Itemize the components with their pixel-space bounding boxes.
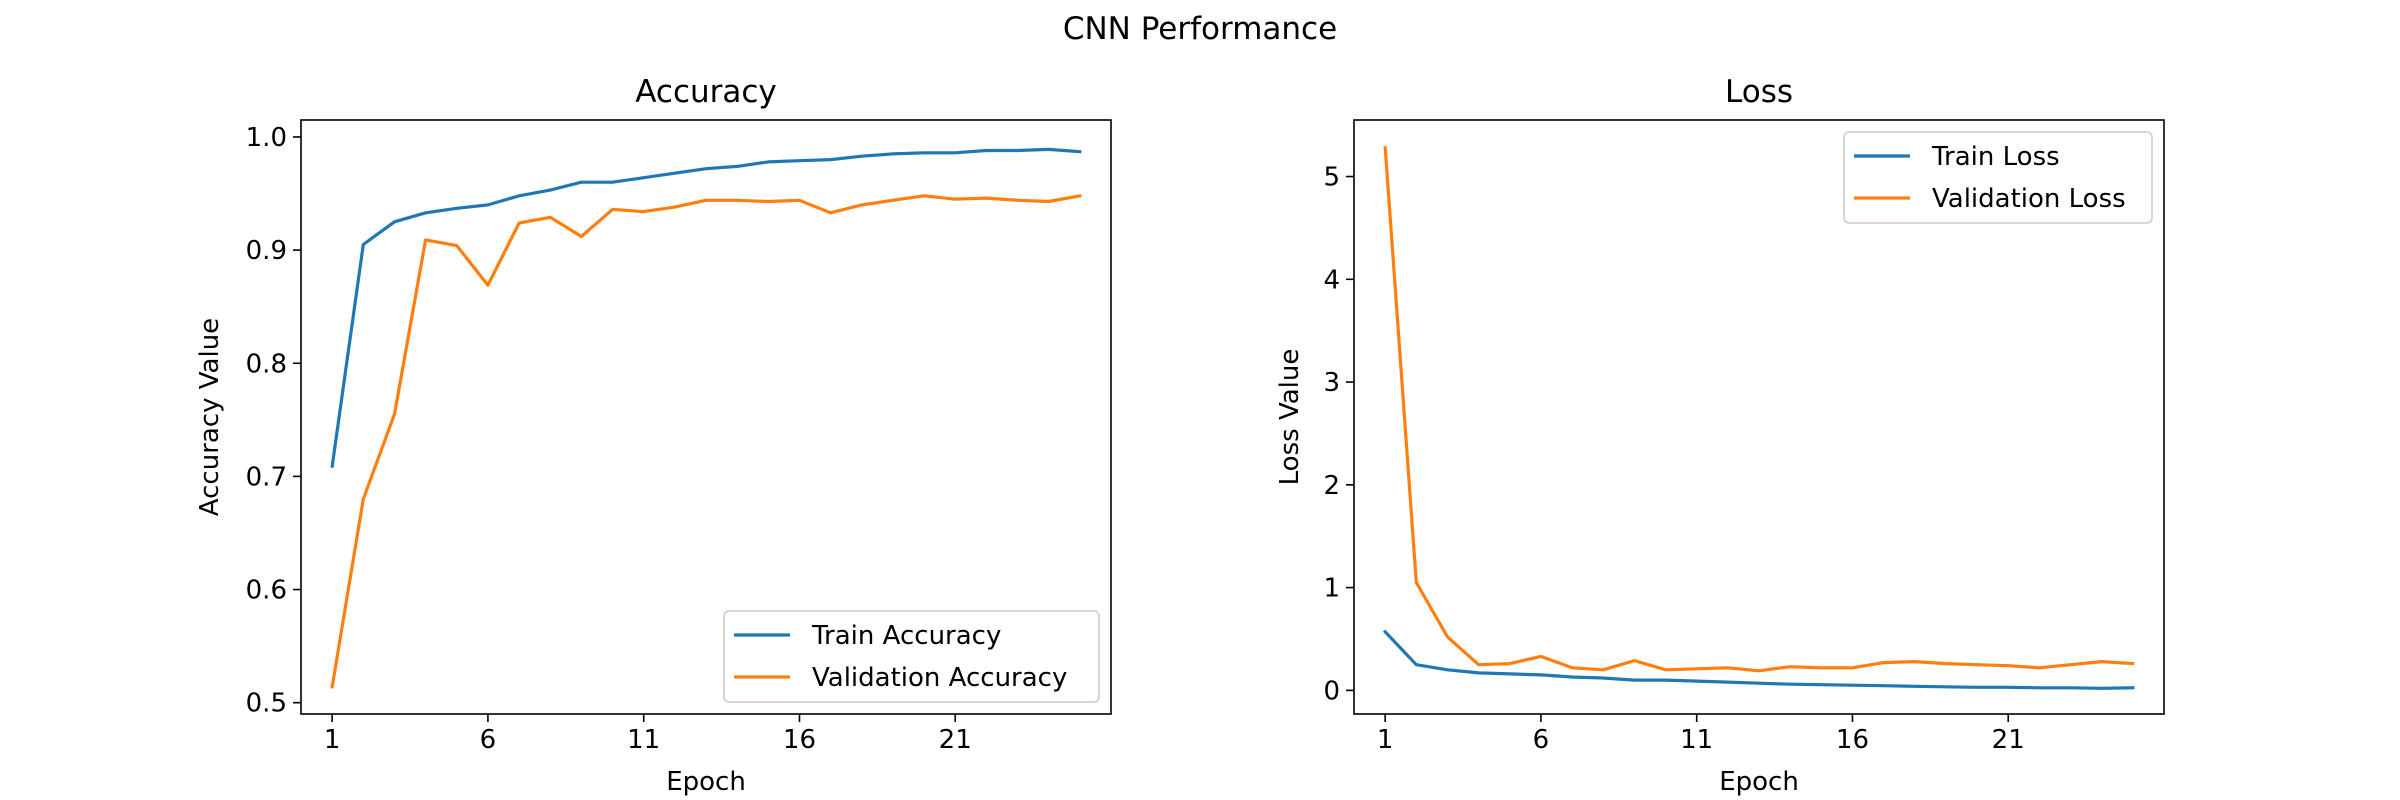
accuracy-title: Accuracy (635, 74, 777, 110)
accuracy-legend-box (723, 610, 1100, 703)
accuracy-ytick-label: 0.6 (246, 576, 287, 606)
loss-xtick-label: 21 (1992, 725, 2025, 755)
accuracy-xtick-label: 1 (324, 725, 341, 755)
accuracy-legend-label-validation: Validation Accuracy (812, 663, 1067, 693)
loss-legend-label-train: Train Loss (1931, 142, 2060, 172)
accuracy-x-axis-label: Epoch (666, 767, 746, 797)
accuracy-series-train-line (330, 147, 1082, 469)
loss-ytick-label: 0 (1323, 676, 1340, 706)
loss-legend-box (1843, 131, 2153, 224)
accuracy-xtick-label: 16 (783, 725, 816, 755)
accuracy-plot-frame (300, 119, 1112, 715)
accuracy-ytick-label: 0.5 (246, 689, 287, 719)
accuracy-ytick-label: 0.9 (246, 236, 287, 266)
loss-xtick-label: 16 (1836, 725, 1869, 755)
loss-xtick-label: 1 (1377, 725, 1394, 755)
accuracy-legend: Train Accuracy Validation Accuracy (723, 610, 1100, 703)
accuracy-ytick-label: 0.8 (246, 349, 287, 379)
loss-xtick-label: 6 (1533, 725, 1550, 755)
figure-title: CNN Performance (1063, 11, 1337, 47)
loss-plot-frame (1353, 119, 2165, 715)
loss-xtick-label: 11 (1680, 725, 1713, 755)
loss-ytick-label: 1 (1323, 574, 1340, 604)
loss-title: Loss (1725, 74, 1793, 110)
loss-legend: Train Loss Validation Loss (1843, 131, 2153, 224)
accuracy-xtick-label: 11 (627, 725, 660, 755)
loss-x-axis-label: Epoch (1719, 767, 1799, 797)
loss-series-validation-line (1383, 145, 2135, 673)
accuracy-ytick-label: 1.0 (246, 123, 287, 153)
accuracy-xtick-label: 21 (939, 725, 972, 755)
loss-ytick-label: 3 (1323, 368, 1340, 398)
accuracy-xtick-label: 6 (480, 725, 497, 755)
loss-ytick-label: 2 (1323, 471, 1340, 501)
loss-y-axis-label: Loss Value (1275, 349, 1305, 486)
accuracy-y-axis-label: Accuracy Value (195, 318, 225, 516)
loss-ytick-label: 5 (1323, 163, 1340, 193)
accuracy-series-validation-line (330, 193, 1082, 689)
accuracy-ytick-label: 0.7 (246, 462, 287, 492)
loss-ytick-label: 4 (1323, 265, 1340, 295)
loss-legend-label-validation: Validation Loss (1932, 184, 2126, 214)
accuracy-legend-label-train: Train Accuracy (811, 621, 1001, 651)
loss-series-train-line (1382, 629, 2135, 690)
